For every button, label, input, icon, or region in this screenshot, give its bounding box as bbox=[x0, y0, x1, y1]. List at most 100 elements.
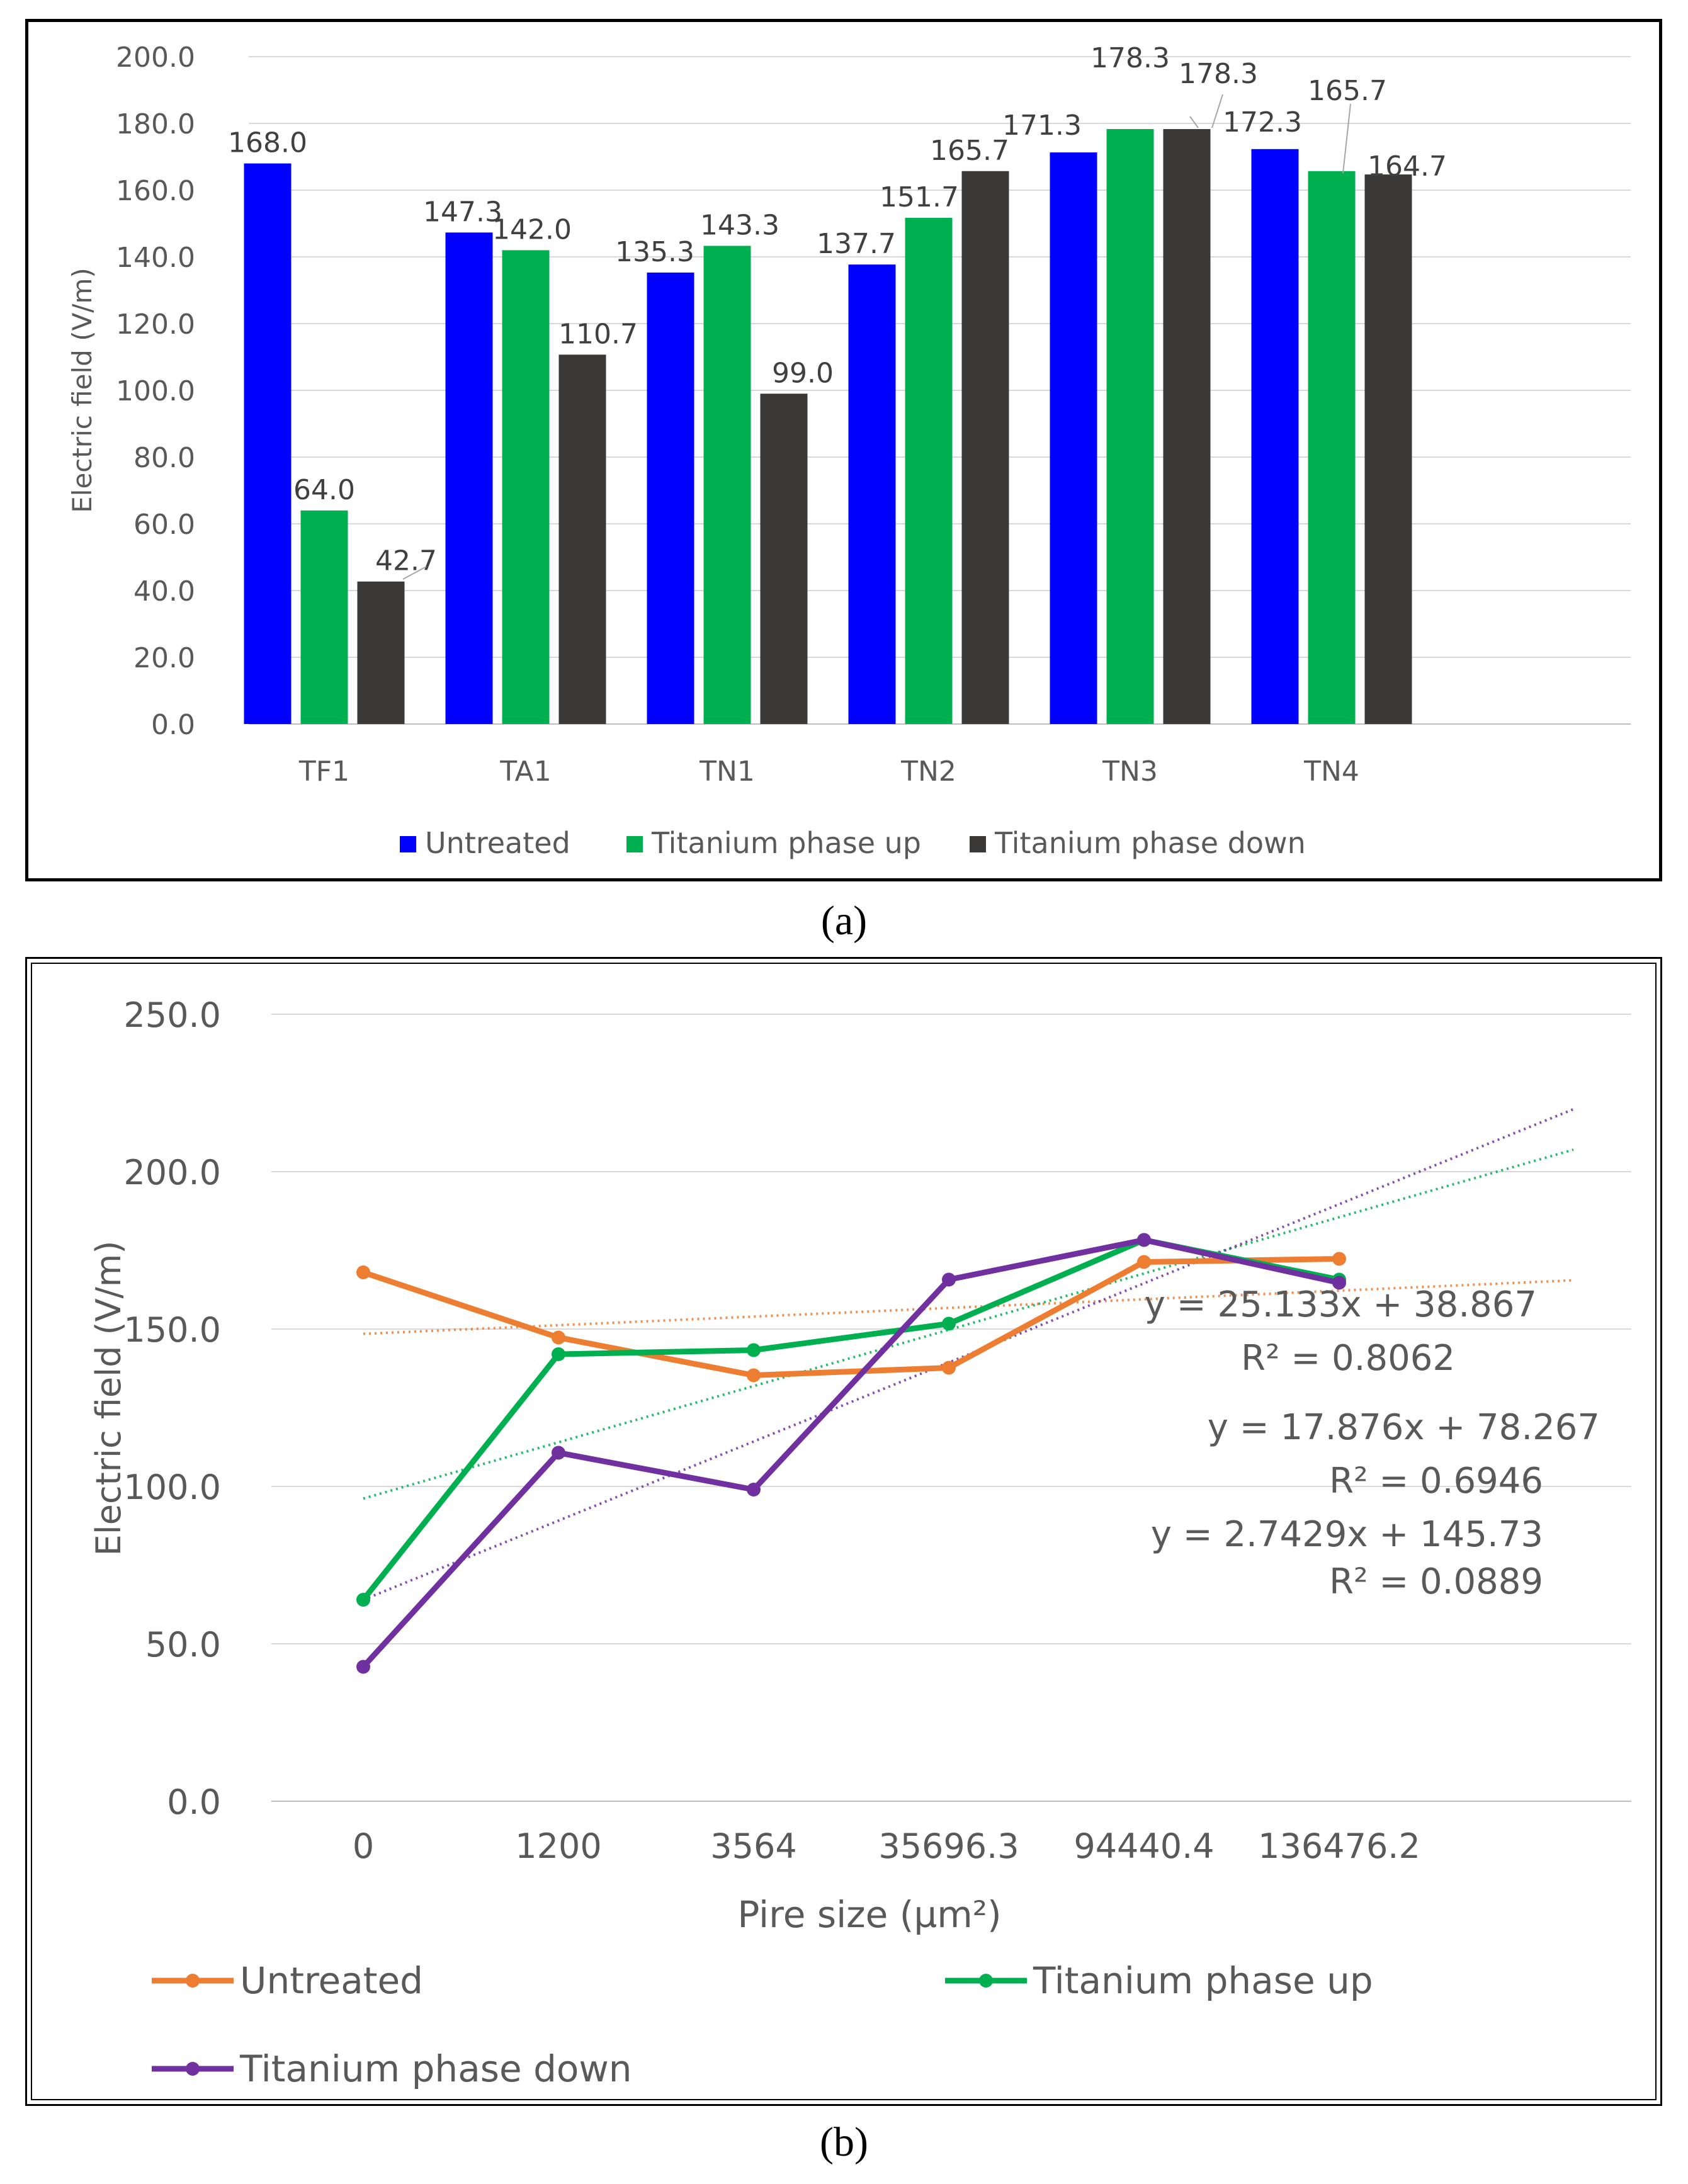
legend-marker bbox=[186, 1974, 200, 1988]
data-label: 142.0 bbox=[492, 213, 572, 246]
y-tick-label: 200.0 bbox=[123, 1153, 221, 1192]
legend-swatch bbox=[626, 836, 643, 852]
data-point bbox=[552, 1446, 565, 1460]
legend-swatch bbox=[400, 836, 416, 852]
bar-chart-panel: 0.0 20.0 40.0 60.0 80.0 100.0 120.0 140.0 160.0 1… bbox=[25, 19, 1662, 881]
x-tick-label: 1200 bbox=[515, 1826, 601, 1866]
y-tick-label: 200.0 bbox=[116, 42, 195, 74]
data-label: 135.3 bbox=[615, 236, 694, 268]
legend-label: Titanium phase down bbox=[994, 826, 1306, 860]
trendline-r2: R² = 0.0889 bbox=[1329, 1561, 1543, 1602]
trendline-r2: R² = 0.6946 bbox=[1329, 1461, 1543, 1502]
data-label: 42.7 bbox=[375, 545, 437, 577]
trendline-equation: y = 17.876x + 78.267 bbox=[1208, 1407, 1600, 1448]
bar-titanium-phase-up bbox=[1308, 171, 1356, 724]
data-point bbox=[356, 1660, 370, 1674]
y-axis-title: Electric field (V/m) bbox=[89, 1241, 128, 1556]
data-point bbox=[1332, 1252, 1346, 1266]
trendline bbox=[363, 1148, 1574, 1500]
bar-titanium-phase-down bbox=[558, 354, 606, 724]
data-label: 165.7 bbox=[930, 135, 1009, 167]
y-tick-label: 0.0 bbox=[167, 1782, 221, 1822]
y-tick-label: 40.0 bbox=[133, 575, 195, 608]
trendline bbox=[363, 1279, 1574, 1335]
x-tick-label: TN3 bbox=[1102, 755, 1158, 788]
bar-titanium-phase-up bbox=[1106, 129, 1154, 724]
line-chart: 0.0 50.0 100.0 150.0 200.0 250.0 Electric fiel… bbox=[89, 995, 1631, 2090]
x-tick-label: TA1 bbox=[499, 755, 552, 788]
caption-a: (a) bbox=[820, 898, 868, 944]
legend-marker bbox=[186, 2062, 200, 2076]
bar-untreated bbox=[1251, 149, 1299, 724]
data-label: 178.3 bbox=[1090, 42, 1170, 74]
data-label: 164.7 bbox=[1368, 150, 1447, 183]
data-label: 143.3 bbox=[700, 210, 779, 242]
data-point bbox=[1137, 1233, 1151, 1247]
caption-b: (b) bbox=[820, 2119, 868, 2165]
data-point bbox=[1137, 1255, 1151, 1269]
data-point bbox=[942, 1272, 956, 1287]
data-label: 151.7 bbox=[880, 181, 959, 213]
y-tick-label: 120.0 bbox=[116, 308, 195, 341]
bar-untreated bbox=[1050, 152, 1097, 725]
data-label: 147.3 bbox=[423, 196, 502, 228]
bar-chart: 0.0 20.0 40.0 60.0 80.0 100.0 120.0 140.0 160.0 1… bbox=[67, 42, 1631, 860]
data-label: 168.0 bbox=[228, 127, 307, 159]
data-label: 64.0 bbox=[293, 474, 355, 506]
y-tick-label: 20.0 bbox=[133, 642, 195, 674]
data-point bbox=[356, 1265, 370, 1279]
bar-titanium-phase-up bbox=[703, 246, 751, 724]
legend-marker bbox=[979, 1974, 993, 1988]
x-tick-label: TN1 bbox=[699, 755, 755, 788]
data-point bbox=[942, 1361, 956, 1375]
legend-label: Untreated bbox=[240, 1959, 423, 2002]
bar-untreated bbox=[848, 264, 896, 724]
data-point bbox=[552, 1347, 565, 1361]
legend-label: Titanium phase up bbox=[1033, 1959, 1373, 2002]
data-point bbox=[942, 1316, 956, 1331]
bar-titanium-phase-down bbox=[1163, 129, 1211, 724]
x-tick-label: TN2 bbox=[900, 755, 956, 788]
x-axis-title: Pire size (µm²) bbox=[737, 1893, 1001, 1936]
trendline-equation: y = 2.7429x + 145.73 bbox=[1151, 1514, 1543, 1555]
data-point bbox=[747, 1368, 761, 1383]
data-point bbox=[356, 1593, 370, 1607]
legend-label: Untreated bbox=[425, 826, 570, 860]
legend-swatch bbox=[970, 836, 986, 852]
series-line-titanium-phase-down bbox=[361, 1237, 1340, 1669]
leader-line bbox=[1342, 103, 1351, 174]
leader-line bbox=[402, 566, 427, 580]
bar-titanium-phase-down bbox=[357, 581, 405, 724]
data-label: 171.3 bbox=[1002, 110, 1082, 142]
x-tick-label: 35696.3 bbox=[878, 1826, 1019, 1866]
data-label: 110.7 bbox=[558, 318, 638, 350]
trendline-r2: R² = 0.8062 bbox=[1241, 1338, 1455, 1379]
leader-line bbox=[1189, 116, 1199, 128]
bar-untreated bbox=[647, 272, 694, 724]
bar-titanium-phase-up bbox=[905, 217, 953, 724]
data-label: 165.7 bbox=[1308, 75, 1387, 107]
legend-label: Titanium phase down bbox=[239, 2047, 632, 2090]
y-tick-label: 100.0 bbox=[116, 375, 195, 407]
leader-line bbox=[1211, 94, 1223, 128]
y-tick-label: 0.0 bbox=[151, 709, 195, 741]
data-label: 172.3 bbox=[1223, 106, 1302, 139]
x-tick-label: 94440.4 bbox=[1073, 1826, 1214, 1866]
bar-titanium-phase-up bbox=[502, 250, 550, 724]
bar-titanium-phase-up bbox=[300, 510, 348, 724]
y-tick-label: 140.0 bbox=[116, 242, 195, 274]
y-tick-label: 160.0 bbox=[116, 175, 195, 207]
data-label: 178.3 bbox=[1179, 58, 1258, 90]
y-tick-label: 80.0 bbox=[133, 442, 195, 474]
x-tick-label: 0 bbox=[353, 1826, 374, 1866]
bar-titanium-phase-down bbox=[760, 393, 808, 724]
data-label: 99.0 bbox=[772, 357, 834, 389]
x-tick-label: 136476.2 bbox=[1258, 1826, 1420, 1866]
data-label: 137.7 bbox=[817, 228, 896, 260]
x-tick-label: TN4 bbox=[1303, 755, 1359, 788]
line-chart-panel: 0.0 50.0 100.0 150.0 200.0 250.0 Electric fiel… bbox=[25, 957, 1662, 2106]
trendline-equation: y = 25.133x + 38.867 bbox=[1145, 1284, 1537, 1325]
x-tick-label: TF1 bbox=[298, 755, 349, 788]
y-tick-label: 180.0 bbox=[116, 108, 195, 140]
y-tick-label: 50.0 bbox=[145, 1625, 221, 1665]
